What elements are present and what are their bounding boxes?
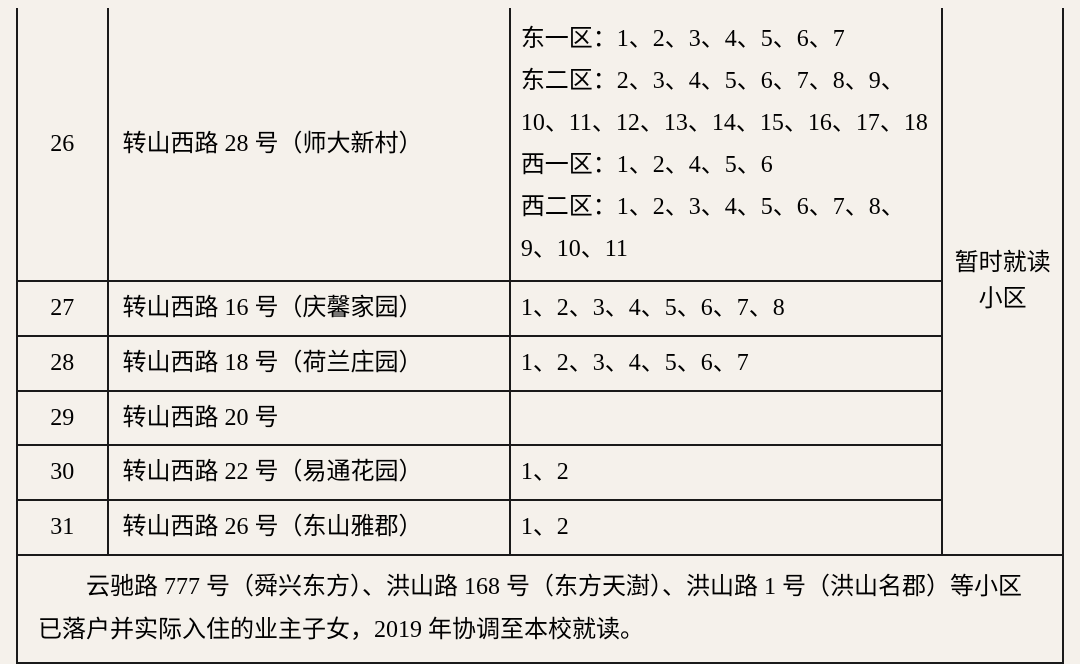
community-table: 26 转山西路 28 号（师大新村） 东一区：1、2、3、4、5、6、7 东二区… <box>16 8 1064 664</box>
row-number: 27 <box>17 281 108 336</box>
note-column: 暂时就读小区 <box>942 8 1063 555</box>
row-number: 29 <box>17 391 108 446</box>
row-detail-text: 东一区：1、2、3、4、5、6、7 东二区：2、3、4、5、6、7、8、9、10… <box>521 14 931 274</box>
row-detail: 1、2 <box>510 500 942 555</box>
row-address: 转山西路 18 号（荷兰庄园） <box>108 336 510 391</box>
table-row: 27 转山西路 16 号（庆馨家园） 1、2、3、4、5、6、7、8 <box>17 281 1063 336</box>
row-address: 转山西路 22 号（易通花园） <box>108 445 510 500</box>
row-detail: 1、2 <box>510 445 942 500</box>
row-address: 转山西路 20 号 <box>108 391 510 446</box>
row-number: 30 <box>17 445 108 500</box>
row-address: 转山西路 16 号（庆馨家园） <box>108 281 510 336</box>
row-detail: 1、2、3、4、5、6、7、8 <box>510 281 942 336</box>
table-row: 28 转山西路 18 号（荷兰庄园） 1、2、3、4、5、6、7 <box>17 336 1063 391</box>
detail-west1: 西一区：1、2、4、5、6 <box>521 152 773 178</box>
detail-east1: 东一区：1、2、3、4、5、6、7 <box>521 26 845 52</box>
table-row: 29 转山西路 20 号 <box>17 391 1063 446</box>
table-footer-row: 云驰路 777 号（舜兴东方）、洪山路 168 号（东方天澍）、洪山路 1 号（… <box>17 555 1063 663</box>
row-number: 31 <box>17 500 108 555</box>
table-row: 31 转山西路 26 号（东山雅郡） 1、2 <box>17 500 1063 555</box>
row-number: 28 <box>17 336 108 391</box>
detail-west2: 西二区：1、2、3、4、5、6、7、8、9、10、11 <box>521 194 905 262</box>
row-number: 26 <box>17 8 108 281</box>
row-detail: 东一区：1、2、3、4、5、6、7 东二区：2、3、4、5、6、7、8、9、10… <box>510 8 942 281</box>
page-root: 26 转山西路 28 号（师大新村） 东一区：1、2、3、4、5、6、7 东二区… <box>0 0 1080 603</box>
row-address: 转山西路 26 号（东山雅郡） <box>108 500 510 555</box>
row-detail: 1、2、3、4、5、6、7 <box>510 336 942 391</box>
row-address: 转山西路 28 号（师大新村） <box>108 8 510 281</box>
table-row: 26 转山西路 28 号（师大新村） 东一区：1、2、3、4、5、6、7 东二区… <box>17 8 1063 281</box>
footer-text: 云驰路 777 号（舜兴东方）、洪山路 168 号（东方天澍）、洪山路 1 号（… <box>17 555 1063 663</box>
table-row: 30 转山西路 22 号（易通花园） 1、2 <box>17 445 1063 500</box>
detail-east2: 东二区：2、3、4、5、6、7、8、9、10、11、12、13、14、15、16… <box>521 68 928 136</box>
row-detail <box>510 391 942 446</box>
